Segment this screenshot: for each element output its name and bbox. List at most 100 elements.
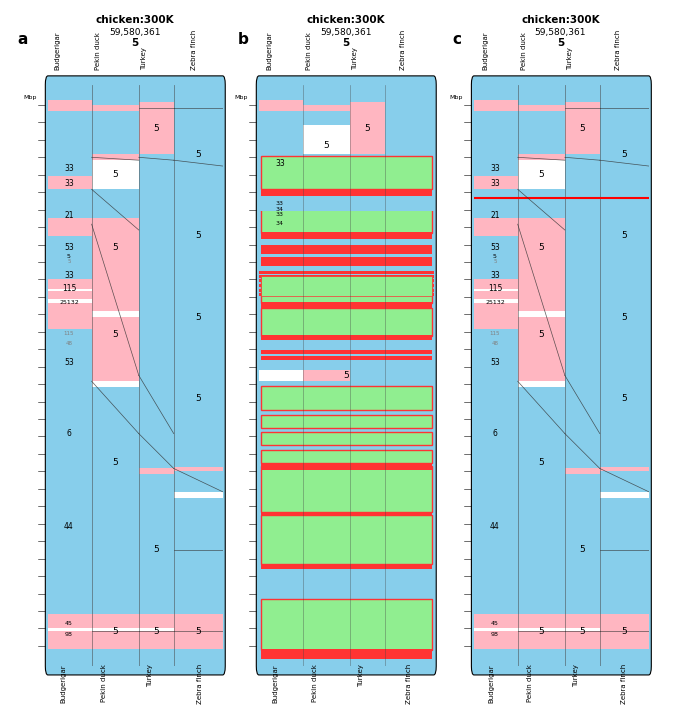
Bar [259,279,434,282]
Text: 5: 5 [622,313,627,321]
Bar [174,492,223,498]
Bar [261,250,432,252]
Bar [303,125,350,154]
Bar [303,196,350,211]
Text: 5: 5 [132,38,138,48]
Text: b: b [238,32,249,47]
Bar [261,259,432,262]
Bar [518,219,565,381]
Text: Zebra finch: Zebra finch [621,664,627,704]
Text: 5: 5 [622,150,627,159]
Bar [48,100,92,111]
Bar [565,614,600,649]
Text: Zebra finch: Zebra finch [615,30,621,70]
Text: 25132: 25132 [485,300,505,305]
Bar [261,245,432,247]
Text: 44: 44 [64,522,74,531]
Bar [261,278,432,302]
Bar [474,100,518,111]
Text: chicken:300K: chicken:300K [307,15,385,25]
Bar [261,450,432,462]
Bar [261,415,432,428]
Bar [92,381,139,387]
Text: 5: 5 [153,546,159,554]
Text: Budgerigar: Budgerigar [60,664,66,703]
Bar [261,247,432,250]
Text: 5: 5 [493,254,497,259]
Bar [259,196,303,211]
Text: 5: 5 [196,627,201,636]
Text: 44: 44 [490,522,500,531]
Bar [474,614,518,649]
Bar [518,154,565,160]
Bar [474,628,518,632]
Bar [92,154,139,160]
Bar [565,628,600,632]
Text: 33: 33 [64,179,74,188]
Text: 5: 5 [343,371,349,380]
FancyBboxPatch shape [256,76,436,675]
Bar [350,102,385,154]
Text: 5: 5 [622,394,627,403]
Text: Zebra finch: Zebra finch [399,30,406,70]
Bar [261,194,432,196]
Bar [261,656,432,658]
Bar [385,369,434,381]
Bar [261,190,432,192]
Text: chicken:300K: chicken:300K [96,15,174,25]
Text: 5: 5 [538,627,544,636]
Bar [261,305,432,307]
Bar [474,289,518,291]
Text: Turkey: Turkey [567,48,573,70]
Bar [261,352,432,355]
Bar [474,279,518,329]
Text: Budgerigar: Budgerigar [488,664,495,703]
Bar [139,102,174,154]
Text: 115: 115 [490,331,500,336]
Text: 115: 115 [62,283,76,293]
Bar [259,275,434,278]
Bar [261,512,432,514]
Text: 5: 5 [580,123,585,133]
Bar [303,369,350,381]
Bar [48,289,92,291]
Text: 33: 33 [276,212,284,217]
Bar [261,358,432,360]
Bar [139,468,174,474]
Text: 5: 5 [342,38,349,48]
Text: Turkey: Turkey [358,664,364,687]
Bar [261,465,432,512]
Bar [259,284,434,287]
Text: 21: 21 [490,211,500,220]
Text: 5: 5 [538,458,544,467]
Bar [261,654,432,656]
Text: 98: 98 [65,632,73,637]
Text: 53: 53 [490,243,500,252]
Text: 5: 5 [323,141,329,150]
Bar [261,564,432,566]
Text: 5: 5 [112,458,118,467]
Text: 6: 6 [66,429,71,438]
Bar [474,299,518,302]
Text: 33: 33 [490,164,500,173]
Bar [474,219,518,235]
Text: 59,580,361: 59,580,361 [109,27,161,37]
Text: 5: 5 [67,254,71,259]
Bar [261,192,432,194]
Text: Budgerigar: Budgerigar [482,32,488,70]
Text: 5: 5 [196,150,201,159]
Bar [474,176,518,189]
Text: Zebra finch: Zebra finch [190,30,197,70]
Text: 34: 34 [276,207,284,212]
Bar [518,105,565,111]
Text: 33: 33 [490,179,500,188]
Text: 48: 48 [65,341,73,346]
Text: 53: 53 [64,358,74,367]
FancyBboxPatch shape [471,76,651,675]
Text: a: a [17,32,27,47]
Text: 6: 6 [493,429,497,438]
Bar [518,614,565,649]
Bar [261,515,432,565]
Bar [518,160,565,189]
Bar [261,465,432,468]
